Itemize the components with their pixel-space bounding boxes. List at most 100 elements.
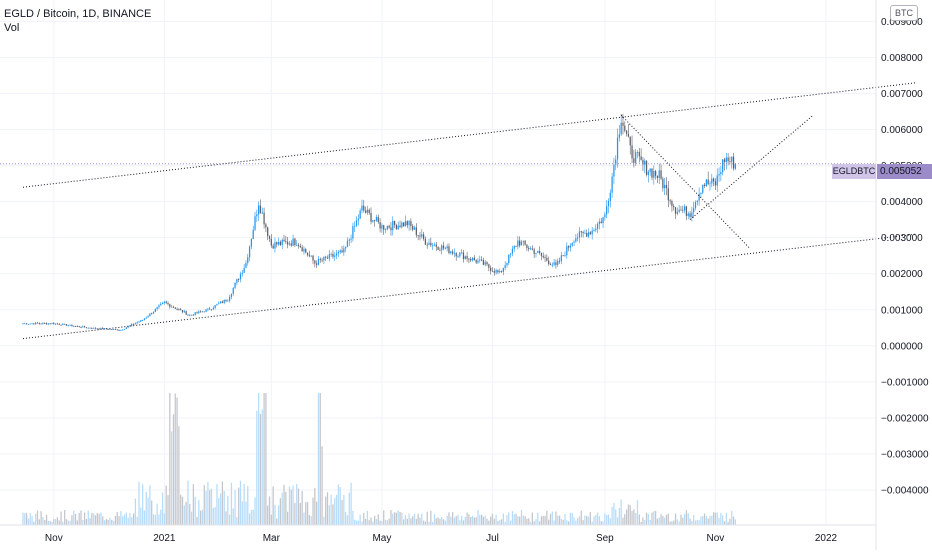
candle-body <box>479 259 481 261</box>
volume-bar <box>209 489 211 525</box>
candle-body <box>366 209 369 213</box>
volume-bar <box>486 518 488 525</box>
candle-body <box>138 321 140 323</box>
candle-body <box>85 327 88 329</box>
volume-bar <box>660 514 662 525</box>
volume-bar <box>725 513 727 525</box>
candle-body <box>734 163 737 169</box>
volume-bar <box>248 513 251 525</box>
volume-bar <box>337 484 340 525</box>
candle-body <box>123 328 126 330</box>
volume-bar <box>49 520 51 525</box>
volume-bar <box>310 516 312 525</box>
symbol-tag: EGLDBTC <box>832 164 876 179</box>
volume-bar <box>578 516 581 525</box>
candle-body <box>428 242 430 245</box>
volume-bar <box>350 482 352 525</box>
candle-body <box>232 287 234 294</box>
volume-bar <box>468 514 470 525</box>
volume-bar <box>616 517 619 525</box>
volume-bar <box>526 518 528 525</box>
trendline-wedge-down[interactable] <box>620 114 751 249</box>
candle-body <box>107 329 109 330</box>
volume-bar <box>190 511 193 525</box>
candle-body <box>337 252 340 254</box>
volume-bar <box>656 518 659 525</box>
volume-bar <box>533 521 535 525</box>
volume-bar <box>491 513 494 525</box>
candle-body <box>535 252 537 254</box>
trendline-channel-upper[interactable] <box>22 82 917 188</box>
volume-bar <box>80 510 82 525</box>
volume-bar <box>176 397 178 525</box>
candle-body <box>714 181 717 186</box>
candle-body <box>477 260 479 263</box>
volume-bar <box>263 393 265 525</box>
volume-bar <box>602 521 604 525</box>
candle-body <box>238 279 240 280</box>
candle-body <box>335 253 338 256</box>
trendline-wedge-up[interactable] <box>689 114 814 221</box>
candle-body <box>397 225 399 230</box>
candle-body <box>60 324 62 326</box>
candle-body <box>185 311 187 315</box>
volume-bar <box>40 511 42 525</box>
volume-bar <box>131 517 133 525</box>
candle-body <box>243 267 245 273</box>
candle-body <box>616 137 619 160</box>
candle-body <box>651 168 653 178</box>
volume-bar <box>428 521 430 525</box>
volume-bar <box>658 517 660 525</box>
candle-body <box>538 250 541 253</box>
candle-body <box>259 205 262 214</box>
volume-bar <box>577 517 579 525</box>
candle-body <box>268 236 271 239</box>
candle-body <box>412 225 414 230</box>
volume-bar <box>711 515 713 525</box>
candle-body <box>379 222 381 229</box>
time-axis[interactable]: Nov 2021 Mar May Jul Sep Nov 2022 <box>45 533 838 544</box>
candle-body <box>729 161 731 163</box>
volume-bar <box>189 504 191 525</box>
candle-body <box>218 303 220 305</box>
volume-bar <box>102 516 104 525</box>
volume-bar <box>546 510 548 525</box>
volume-bar <box>109 517 111 525</box>
volume-bar <box>598 516 601 525</box>
volume-bar <box>247 486 249 525</box>
volume-bar <box>720 512 722 525</box>
currency-button[interactable]: BTC <box>890 5 918 21</box>
volume-bar <box>60 511 62 525</box>
price-axis[interactable]: 0.0090000.0080000.0070000.0060000.005000… <box>881 17 929 497</box>
candle-body <box>433 244 436 246</box>
volume-bar <box>361 521 363 525</box>
volume-bar <box>45 514 48 525</box>
grid <box>0 0 876 525</box>
volume-bar <box>258 393 260 525</box>
candle-body <box>519 240 521 246</box>
candle-body <box>181 309 184 313</box>
volume-bar <box>234 490 236 525</box>
candle-body <box>674 207 677 214</box>
candle-body <box>540 252 543 256</box>
volume-bar <box>636 500 639 525</box>
candle-body <box>711 178 713 184</box>
trendlines[interactable] <box>22 82 917 340</box>
time-tick-label: Nov <box>707 533 725 544</box>
candle-body <box>169 304 171 307</box>
candle-body <box>580 231 582 233</box>
candle-body <box>178 309 180 310</box>
volume-bar <box>141 484 144 525</box>
candle-body <box>183 311 185 313</box>
candle-body <box>24 323 26 325</box>
volume-bar <box>156 503 158 525</box>
volume-bar <box>593 516 595 525</box>
candle-body <box>290 243 292 246</box>
candle-body <box>281 239 283 245</box>
candle-body <box>25 323 28 325</box>
trendline-channel-lower[interactable] <box>22 233 917 340</box>
volume-bar <box>490 516 492 525</box>
candle-body <box>160 304 162 306</box>
